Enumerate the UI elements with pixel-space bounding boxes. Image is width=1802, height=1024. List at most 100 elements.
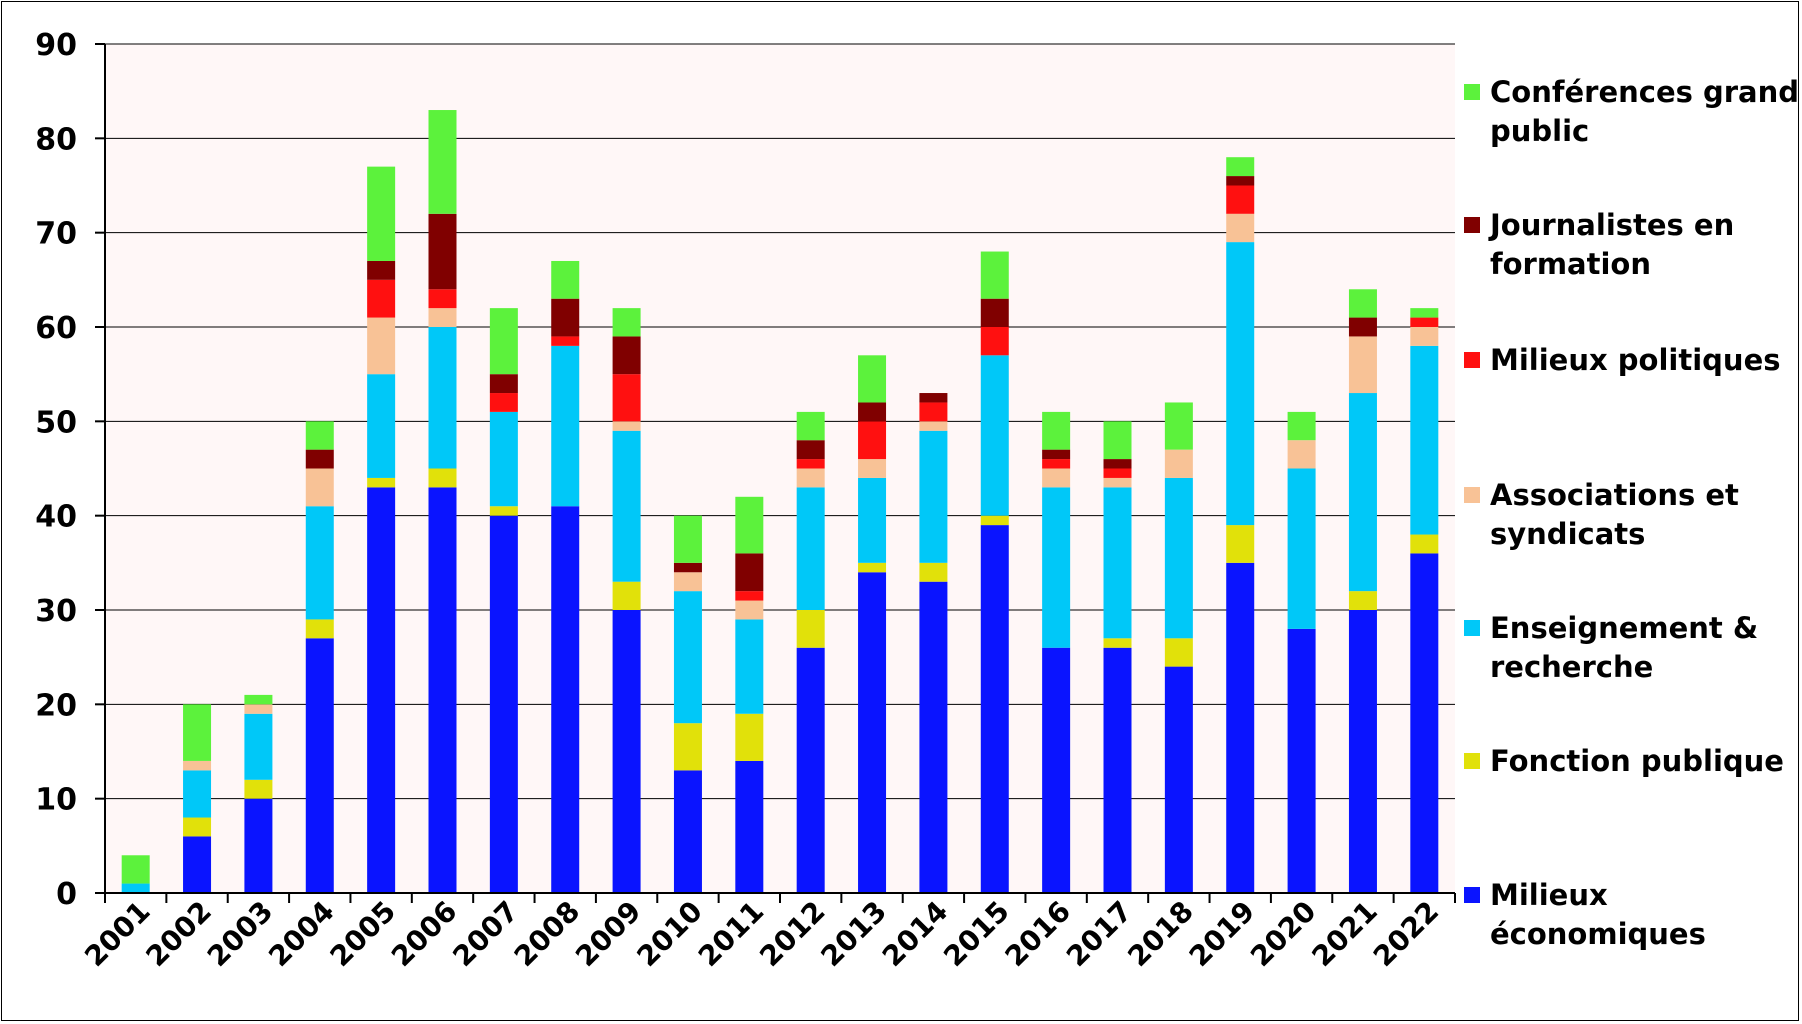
bar-segment-associations-et-syndicats-2012	[796, 468, 825, 488]
bar-segment-fonction-publique-2011	[735, 713, 764, 761]
bar-segment-journalistes-en-formation-2006	[428, 213, 457, 290]
bar-segment-milieux-economiques-2013	[858, 572, 887, 893]
bar-segment-enseignement-recherche-2006	[428, 327, 457, 469]
bar-segment-fonction-publique-2017	[1103, 638, 1132, 648]
bar-segment-journalistes-en-formation-2008	[551, 298, 580, 337]
bar-segment-enseignement-recherche-2016	[1042, 487, 1071, 648]
legend-label-enseignement-recherche: Enseignement &	[1490, 611, 1758, 645]
bar-segment-enseignement-recherche-2001	[121, 883, 150, 893]
legend-label-conferences-grand-public: public	[1490, 114, 1589, 148]
legend-swatch-associations-et-syndicats	[1464, 487, 1480, 503]
bar-segment-fonction-publique-2014	[919, 562, 948, 582]
bar-segment-associations-et-syndicats-2004	[305, 468, 334, 507]
bar-segment-milieux-economiques-2011	[735, 760, 764, 893]
bar-segment-milieux-economiques-2022	[1410, 553, 1439, 893]
bar-segment-journalistes-en-formation-2004	[305, 449, 334, 469]
bar-segment-journalistes-en-formation-2010	[673, 562, 702, 573]
bar-segment-enseignement-recherche-2014	[919, 430, 948, 563]
bar-segment-conferences-grand-public-2002	[183, 704, 212, 761]
x-tick-label: 2001	[78, 895, 156, 973]
y-tick-label: 60	[35, 311, 77, 346]
bar-segment-enseignement-recherche-2013	[858, 477, 887, 563]
bar-segment-journalistes-en-formation-2017	[1103, 459, 1132, 469]
x-tick-label: 2017	[1060, 895, 1138, 973]
bar-segment-milieux-politiques-2022	[1410, 317, 1439, 327]
bar-segment-conferences-grand-public-2019	[1226, 157, 1255, 177]
x-axis-ticks: 2001200220032004200520062007200820092010…	[78, 893, 1456, 973]
legend-swatch-enseignement-recherche	[1464, 620, 1480, 636]
bar-segment-conferences-grand-public-2013	[858, 355, 887, 403]
bar-segment-enseignement-recherche-2009	[612, 430, 641, 582]
bar-segment-journalistes-en-formation-2019	[1226, 176, 1255, 186]
bar-segment-conferences-grand-public-2008	[551, 260, 580, 299]
bar-segment-conferences-grand-public-2009	[612, 308, 641, 337]
bar-segment-milieux-economiques-2014	[919, 581, 948, 893]
bar-segment-associations-et-syndicats-2003	[244, 704, 273, 714]
y-tick-label: 20	[35, 688, 77, 723]
bar-segment-journalistes-en-formation-2007	[489, 374, 518, 394]
legend-label-milieux-economiques: Milieux	[1490, 878, 1608, 912]
legend-label-associations-et-syndicats: syndicats	[1490, 517, 1645, 551]
bar-segment-fonction-publique-2002	[183, 817, 212, 837]
bar-segment-milieux-economiques-2017	[1103, 647, 1132, 893]
bar-segment-associations-et-syndicats-2022	[1410, 327, 1439, 346]
bar-segment-milieux-economiques-2018	[1164, 666, 1193, 893]
bar-segment-conferences-grand-public-2016	[1042, 411, 1071, 450]
bar-segment-milieux-politiques-2014	[919, 402, 948, 422]
bar-segment-enseignement-recherche-2008	[551, 345, 580, 507]
bar-segment-milieux-economiques-2015	[980, 525, 1009, 893]
bar-segment-enseignement-recherche-2012	[796, 487, 825, 610]
bar-segment-fonction-publique-2015	[980, 515, 1009, 526]
bar-segment-fonction-publique-2007	[489, 506, 518, 516]
bar-segment-milieux-politiques-2006	[428, 289, 457, 309]
x-tick-label: 2022	[1367, 895, 1445, 973]
bar-segment-journalistes-en-formation-2005	[367, 260, 396, 280]
x-tick-label: 2010	[630, 895, 708, 973]
bar-segment-fonction-publique-2006	[428, 468, 457, 488]
legend-swatch-conferences-grand-public	[1464, 84, 1480, 100]
legend-swatch-fonction-publique	[1464, 753, 1480, 769]
bar-segment-conferences-grand-public-2012	[796, 411, 825, 441]
bar-segment-conferences-grand-public-2005	[367, 166, 396, 261]
bar-segment-conferences-grand-public-2020	[1287, 411, 1316, 441]
bar-segment-milieux-politiques-2013	[858, 421, 887, 460]
bar-segment-associations-et-syndicats-2009	[612, 421, 641, 431]
bar-segment-journalistes-en-formation-2014	[919, 393, 948, 403]
legend-label-fonction-publique: Fonction publique	[1490, 744, 1784, 778]
bar-segment-fonction-publique-2013	[858, 562, 887, 573]
bars	[121, 110, 1439, 893]
bar-segment-enseignement-recherche-2002	[183, 770, 212, 818]
bar-segment-fonction-publique-2003	[244, 779, 273, 799]
y-tick-label: 70	[35, 217, 77, 252]
x-tick-label: 2018	[1121, 895, 1199, 973]
x-tick-label: 2019	[1183, 895, 1261, 973]
bar-segment-milieux-economiques-2004	[305, 638, 334, 893]
bar-segment-enseignement-recherche-2020	[1287, 468, 1316, 629]
bar-segment-enseignement-recherche-2005	[367, 374, 396, 478]
bar-segment-milieux-economiques-2007	[489, 515, 518, 893]
bar-segment-fonction-publique-2019	[1226, 525, 1255, 563]
bar-segment-milieux-politiques-2015	[980, 327, 1009, 356]
x-tick-label: 2016	[999, 895, 1077, 973]
y-tick-label: 90	[35, 28, 77, 63]
bar-segment-conferences-grand-public-2011	[735, 496, 764, 554]
bar-segment-associations-et-syndicats-2016	[1042, 468, 1071, 488]
bar-segment-enseignement-recherche-2018	[1164, 477, 1193, 639]
bar-segment-associations-et-syndicats-2013	[858, 459, 887, 478]
bar-segment-milieux-politiques-2011	[735, 591, 764, 601]
bar-segment-enseignement-recherche-2011	[735, 619, 764, 714]
x-tick-label: 2015	[937, 895, 1015, 973]
bar-segment-milieux-economiques-2021	[1348, 610, 1377, 893]
bar-segment-conferences-grand-public-2007	[489, 308, 518, 375]
bar-segment-fonction-publique-2005	[367, 477, 396, 488]
bar-segment-milieux-politiques-2007	[489, 393, 518, 412]
bar-segment-enseignement-recherche-2003	[244, 713, 273, 780]
bar-segment-associations-et-syndicats-2018	[1164, 449, 1193, 478]
bar-segment-fonction-publique-2010	[673, 723, 702, 771]
bar-segment-associations-et-syndicats-2017	[1103, 477, 1132, 488]
legend-swatch-milieux-politiques	[1464, 352, 1480, 368]
legend-swatch-milieux-economiques	[1464, 887, 1480, 903]
bar-segment-enseignement-recherche-2004	[305, 506, 334, 620]
bar-segment-journalistes-en-formation-2012	[796, 440, 825, 460]
bar-segment-milieux-economiques-2006	[428, 487, 457, 893]
